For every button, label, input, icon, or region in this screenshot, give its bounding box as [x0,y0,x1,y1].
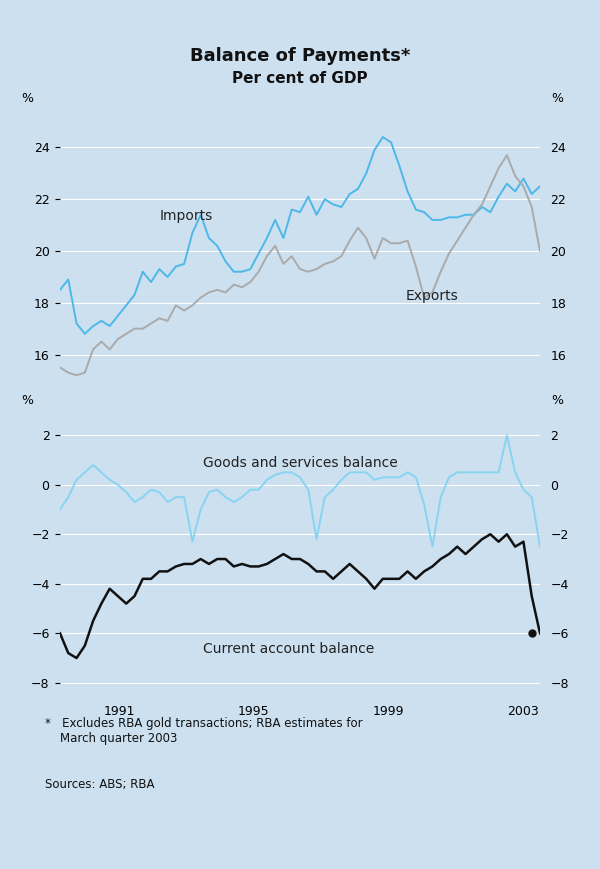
Text: %: % [21,92,33,104]
Text: *   Excludes RBA gold transactions; RBA estimates for
    March quarter 2003: * Excludes RBA gold transactions; RBA es… [45,717,362,745]
Text: Exports: Exports [405,289,458,303]
Text: Goods and services balance: Goods and services balance [203,456,398,470]
Text: Imports: Imports [160,209,212,223]
Text: Current account balance: Current account balance [203,642,374,656]
Text: %: % [21,394,33,407]
Text: %: % [551,394,563,407]
Text: %: % [551,92,563,104]
Text: Sources: ABS; RBA: Sources: ABS; RBA [45,778,155,791]
Text: Per cent of GDP: Per cent of GDP [232,70,368,86]
Text: Balance of Payments*: Balance of Payments* [190,48,410,65]
